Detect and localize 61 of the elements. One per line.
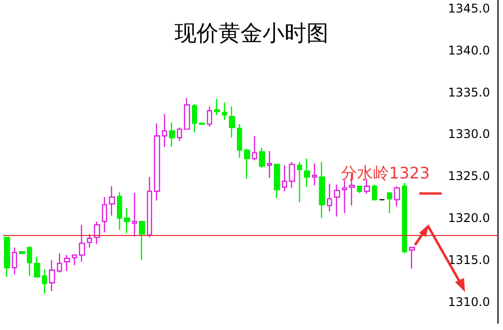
candlestick (146, 176, 152, 238)
candlestick (334, 184, 340, 218)
candlestick (154, 122, 160, 202)
candlestick (258, 147, 266, 168)
y-tick-label: 1340.0 (448, 43, 490, 58)
candlestick (236, 124, 242, 158)
candlestick (26, 246, 32, 277)
candlestick (4, 236, 10, 278)
candlestick (206, 106, 212, 128)
candlestick (288, 161, 296, 189)
candlestick (42, 268, 48, 294)
candlestick (252, 135, 258, 161)
candlestick (214, 98, 220, 116)
candlestick (86, 233, 92, 248)
candlestick (102, 196, 108, 233)
y-tick-label: 1310.0 (448, 295, 490, 310)
candlestick (18, 251, 26, 254)
candlestick (72, 254, 78, 266)
y-tick-label: 1345.0 (448, 1, 490, 16)
candlestick (124, 207, 130, 234)
candlestick (64, 254, 70, 272)
candlestick (266, 150, 272, 178)
candlestick (408, 246, 416, 270)
candlestick (162, 114, 168, 148)
candlestick (12, 246, 18, 275)
candlestick (326, 183, 332, 212)
candlestick (116, 192, 122, 230)
candlestick (184, 98, 190, 130)
candlestick (48, 259, 56, 292)
y-tick-label: 1315.0 (448, 253, 490, 268)
candlestick (304, 158, 310, 188)
candlestick (372, 184, 378, 202)
candlestick (176, 126, 182, 142)
candlestick (244, 148, 250, 180)
candlestick (56, 252, 62, 274)
ref-line-label: 分水岭1323 (341, 163, 430, 182)
candlestick (274, 162, 280, 199)
candlestick (228, 106, 236, 138)
candlestick (282, 164, 288, 192)
candlestick (356, 186, 362, 194)
candlestick (108, 186, 116, 216)
candlestick (402, 182, 408, 254)
candlestick (386, 192, 392, 214)
candlestick (222, 102, 228, 121)
candlestick (78, 224, 86, 262)
text: 现价黄金小时图 (174, 22, 328, 46)
candlestick (312, 162, 318, 186)
candlestick (34, 256, 40, 278)
candlestick (138, 220, 146, 261)
y-tick-label: 1325.0 (448, 169, 490, 184)
candlestick (192, 103, 198, 134)
candlestick (394, 186, 400, 207)
candlestick (318, 161, 326, 219)
candlestick (342, 180, 348, 214)
candlestick (94, 220, 100, 245)
candlestick (132, 192, 138, 238)
y-tick-label: 1335.0 (448, 85, 490, 100)
candlestick (168, 122, 176, 148)
y-tick-label: 1330.0 (448, 127, 490, 142)
candlestick (296, 161, 302, 203)
y-tick-label: 1320.0 (448, 211, 490, 226)
